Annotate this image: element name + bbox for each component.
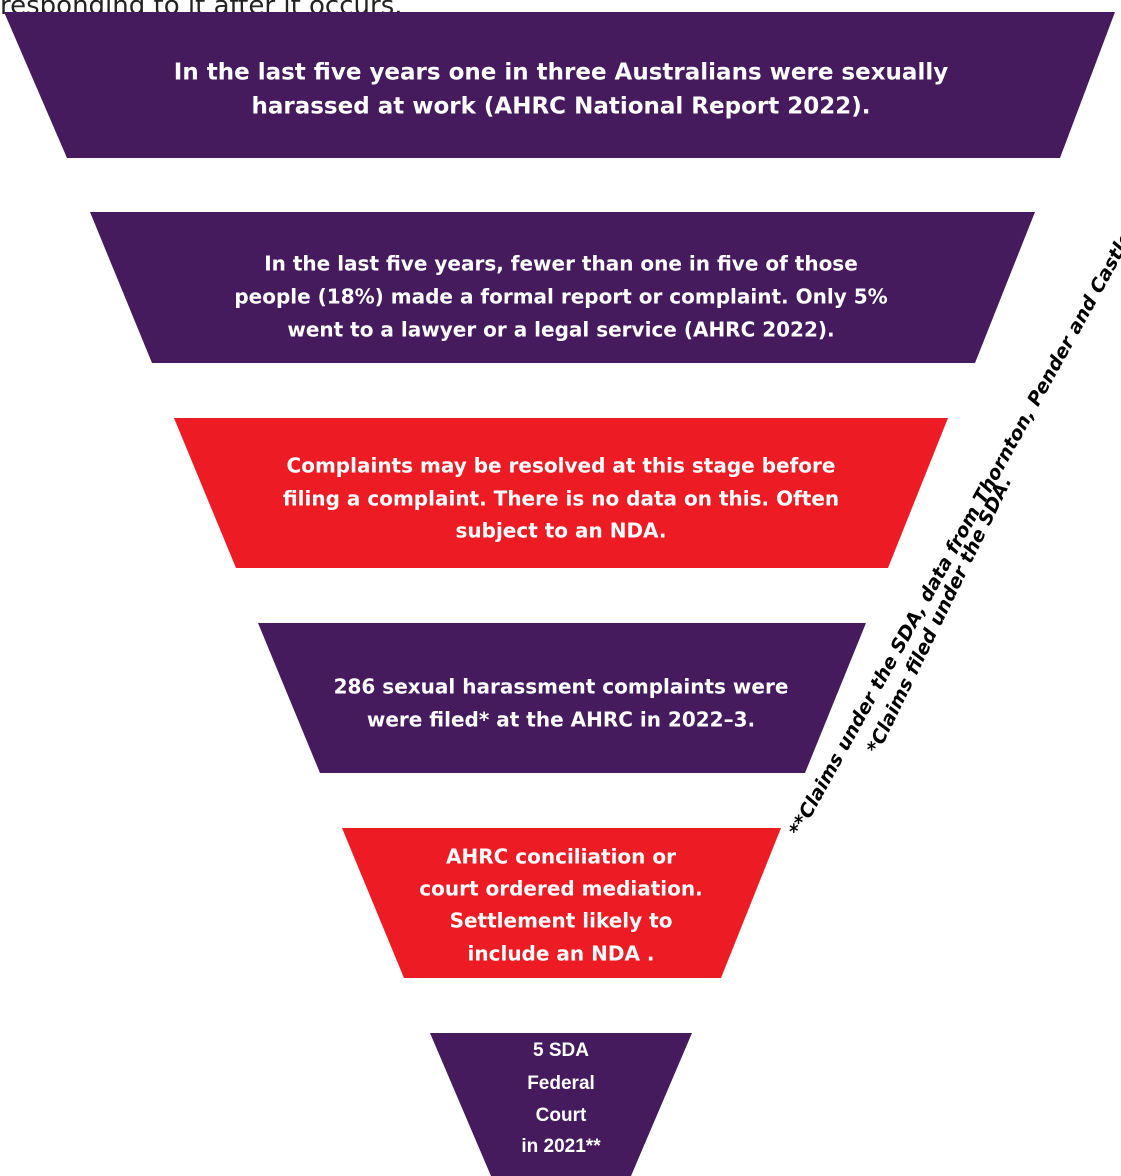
stage-shape [174, 418, 948, 568]
stage-text: Complaints may be resolved at this stage… [287, 454, 836, 478]
stage-text: harassed at work (AHRC National Report 2… [251, 94, 870, 120]
stage-text: In the last five years, fewer than one i… [264, 252, 858, 276]
stage-shape [4, 12, 1115, 158]
stage-shape [90, 212, 1035, 363]
stage-text: AHRC conciliation or [446, 845, 676, 869]
stage-text: filing a complaint. There is no data on … [283, 487, 839, 511]
stage-text: include an NDA . [468, 942, 655, 966]
stage-text: 5 SDA [533, 1040, 589, 1061]
stage-text: In the last five years one in three Aust… [174, 60, 948, 86]
stage-shape [342, 828, 781, 978]
stage-text: in 2021** [521, 1136, 601, 1157]
stage-text: went to a lawyer or a legal service (AHR… [287, 318, 834, 342]
stage-labels: In the last five years one in three Aust… [174, 60, 948, 1158]
stage-shape [430, 1033, 692, 1176]
stage-text: 286 sexual harassment complaints were [334, 675, 789, 699]
stage-text: subject to an NDA. [455, 519, 666, 543]
stage-text: Court [536, 1105, 587, 1126]
stage-text: court ordered mediation. [419, 877, 702, 901]
stage-shape [258, 623, 866, 773]
stage-text: people (18%) made a formal report or com… [234, 285, 887, 309]
stage-text: Federal [527, 1073, 595, 1094]
stage-text: Settlement likely to [450, 909, 673, 933]
stage-text: were filed* at the AHRC in 2022–3. [367, 708, 755, 732]
